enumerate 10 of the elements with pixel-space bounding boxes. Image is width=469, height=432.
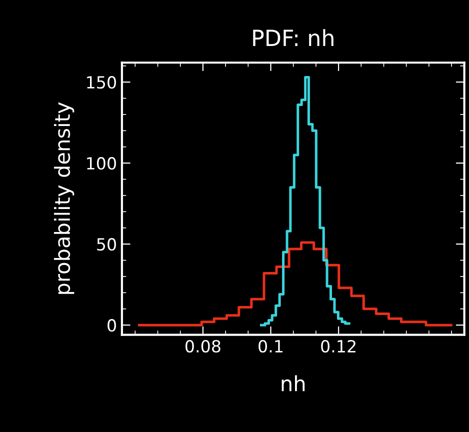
chart-title: PDF: nh [253, 29, 334, 46]
y-tick-label: 150 [87, 76, 116, 89]
y-tick-label: 0 [108, 319, 116, 332]
x-axis-title: nh [282, 375, 305, 392]
y-tick-label: 50 [97, 238, 116, 251]
x-tick-label: 0.12 [321, 340, 356, 353]
y-tick-label: 100 [87, 157, 116, 170]
x-tick-label: 0.1 [258, 340, 282, 353]
x-tick-label: 0.08 [186, 340, 220, 353]
y-axis-title: probability density [54, 102, 74, 294]
